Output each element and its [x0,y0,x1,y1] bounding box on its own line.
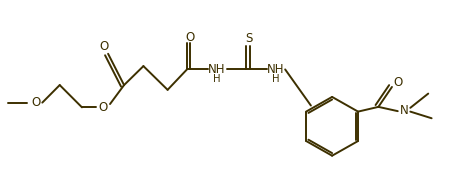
Text: S: S [246,32,253,45]
Text: N: N [400,104,408,117]
Text: O: O [100,40,109,53]
Text: O: O [186,31,195,44]
Text: NH: NH [267,63,284,76]
Text: H: H [272,74,279,84]
Text: H: H [213,74,221,84]
Text: O: O [393,76,402,89]
Text: O: O [31,96,40,109]
Text: NH: NH [208,63,226,76]
Text: O: O [99,101,108,114]
